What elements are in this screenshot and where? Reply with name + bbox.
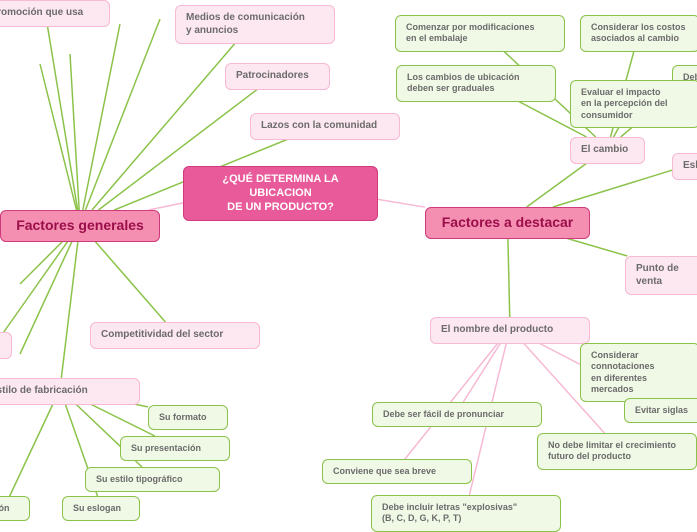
node-connot: Considerar connotaciones en diferentes m…: [580, 343, 697, 402]
node-promo: promoción que usa: [0, 0, 110, 27]
node-estilo_fab: estilo de fabricación: [0, 378, 140, 405]
node-compet: Competitividad del sector: [90, 322, 260, 349]
node-cambio: El cambio: [570, 137, 645, 164]
node-eslogan: Su eslogan: [62, 496, 140, 521]
node-explosivas: Debe incluir letras "explosivas" (B, C, …: [371, 495, 561, 532]
node-lazos: Lazos con la comunidad: [250, 113, 400, 140]
node-punto: Punto de venta: [625, 256, 697, 295]
node-formato: Su formato: [148, 405, 228, 430]
node-nombre: El nombre del producto: [430, 317, 590, 344]
node-siglas: Evitar siglas: [624, 398, 697, 423]
node-costos: Considerar los costos asociados al cambi…: [580, 15, 697, 52]
node-f_gen: Factores generales: [0, 210, 160, 242]
node-root: ¿QUÉ DETERMINA LA UBICACION DE UN PRODUC…: [183, 166, 378, 221]
node-presentacion: Su presentación: [120, 436, 230, 461]
node-graduales: Los cambios de ubicación deben ser gradu…: [396, 65, 556, 102]
node-medios: Medios de comunicación y anuncios: [175, 5, 335, 44]
node-comenzar: Comenzar por modificaciones en el embala…: [395, 15, 565, 52]
node-cion: ción: [0, 496, 30, 521]
node-breve: Conviene que sea breve: [322, 459, 472, 484]
node-crecimiento: No debe limitar el crecimiento futuro de…: [537, 433, 697, 470]
node-tipografico: Su estilo tipográfico: [85, 467, 220, 492]
node-patroc: Patrocinadores: [225, 63, 330, 90]
node-pronunciar: Debe ser fácil de pronunciar: [372, 402, 542, 427]
node-eslog: Eslog: [672, 153, 697, 180]
node-f_dest: Factores a destacar: [425, 207, 590, 239]
node-a_cut: a: [0, 332, 12, 359]
node-impacto: Evaluar el impacto en la percepción del …: [570, 80, 697, 128]
